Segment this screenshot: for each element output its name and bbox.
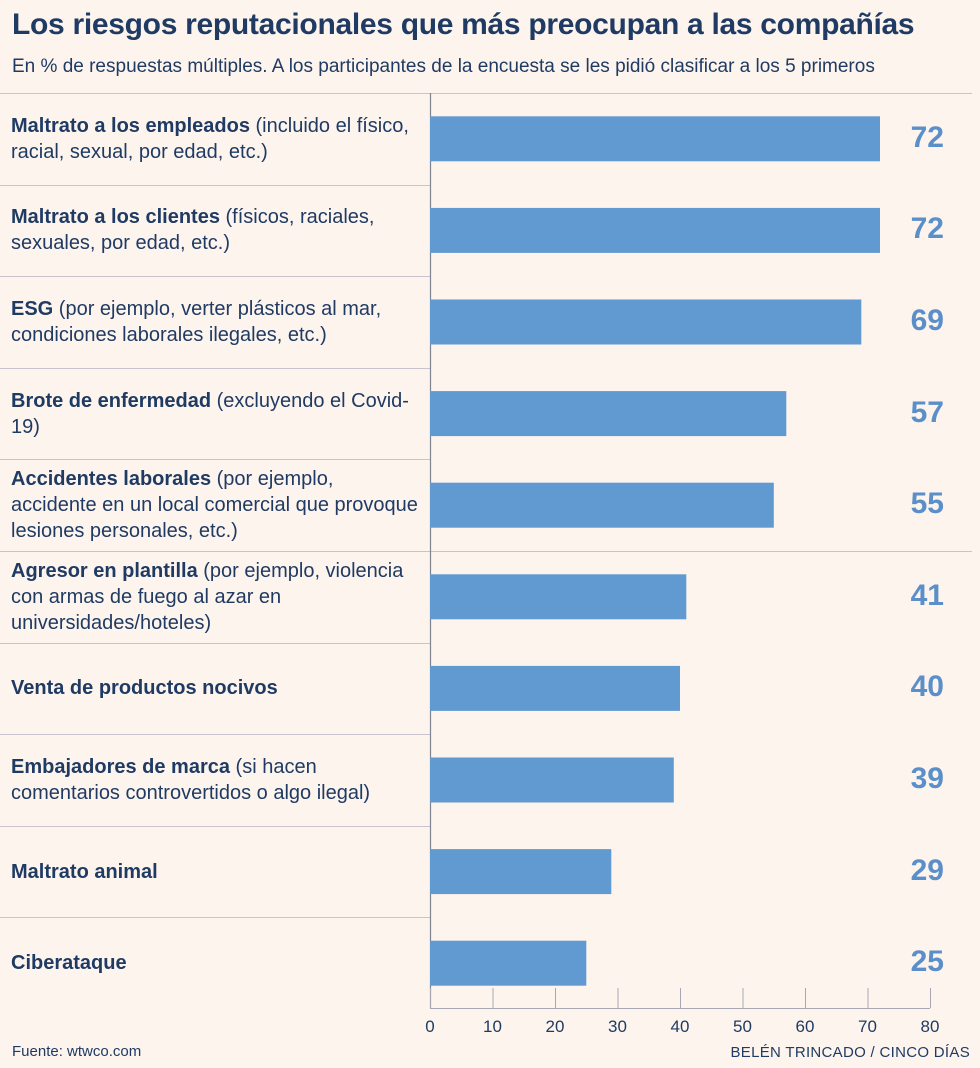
value-label: 41	[910, 578, 944, 612]
category-label: Venta de productos nocivos	[11, 677, 278, 700]
chart-subtitle: En % de respuestas múltiples. A los part…	[12, 56, 875, 77]
value-label: 72	[910, 120, 944, 154]
x-tick-label: 20	[545, 1017, 565, 1036]
chart-title: Los riesgos reputacionales que más preoc…	[12, 8, 915, 41]
category-label: Maltrato a los clientes (físicos, racial…	[11, 206, 375, 255]
value-label: 69	[910, 304, 944, 337]
value-label: 55	[910, 487, 944, 521]
bar	[430, 299, 862, 345]
x-tick-label: 40	[670, 1017, 690, 1036]
x-tick-label: 70	[858, 1017, 877, 1036]
x-tick-label: 30	[608, 1017, 627, 1036]
value-label: 57	[910, 395, 944, 429]
x-tick-label: 60	[795, 1017, 815, 1036]
category-label: Ciberataque	[11, 952, 127, 975]
category-label: Accidentes laborales (por ejemplo, accid…	[11, 468, 418, 543]
x-tick-label: 50	[733, 1017, 752, 1036]
value-label: 25	[910, 945, 944, 979]
value-label: 72	[910, 212, 944, 246]
category-label: Maltrato a los empleados (incluido el fí…	[11, 114, 409, 163]
category-label: ESG (por ejemplo, verter plásticos al ma…	[11, 298, 382, 346]
category-label: Agresor en plantilla (por ejemplo, viole…	[11, 559, 404, 634]
x-tick-label: 10	[483, 1017, 502, 1036]
value-label: 40	[910, 670, 944, 704]
bar	[430, 116, 880, 162]
category-label: Embajadores de marca (si hacen comentari…	[11, 756, 371, 804]
bar	[430, 665, 680, 711]
bar	[430, 757, 674, 803]
bar	[430, 940, 587, 986]
x-tick-label: 80	[920, 1017, 940, 1036]
bar	[430, 574, 687, 620]
source-note: Fuente: wtwco.com	[12, 1043, 142, 1060]
bar	[430, 207, 880, 253]
value-label: 39	[910, 762, 944, 795]
bar	[430, 391, 787, 437]
x-tick-label: 0	[425, 1017, 435, 1036]
value-label: 29	[910, 853, 944, 887]
category-label: Brote de enfermedad (excluyendo el Covid…	[11, 389, 409, 438]
category-label: Maltrato animal	[11, 860, 158, 883]
bar	[430, 849, 612, 895]
bar	[430, 482, 774, 528]
author-credit: BELÉN TRINCADO / CINCO DÍAS	[730, 1044, 970, 1061]
